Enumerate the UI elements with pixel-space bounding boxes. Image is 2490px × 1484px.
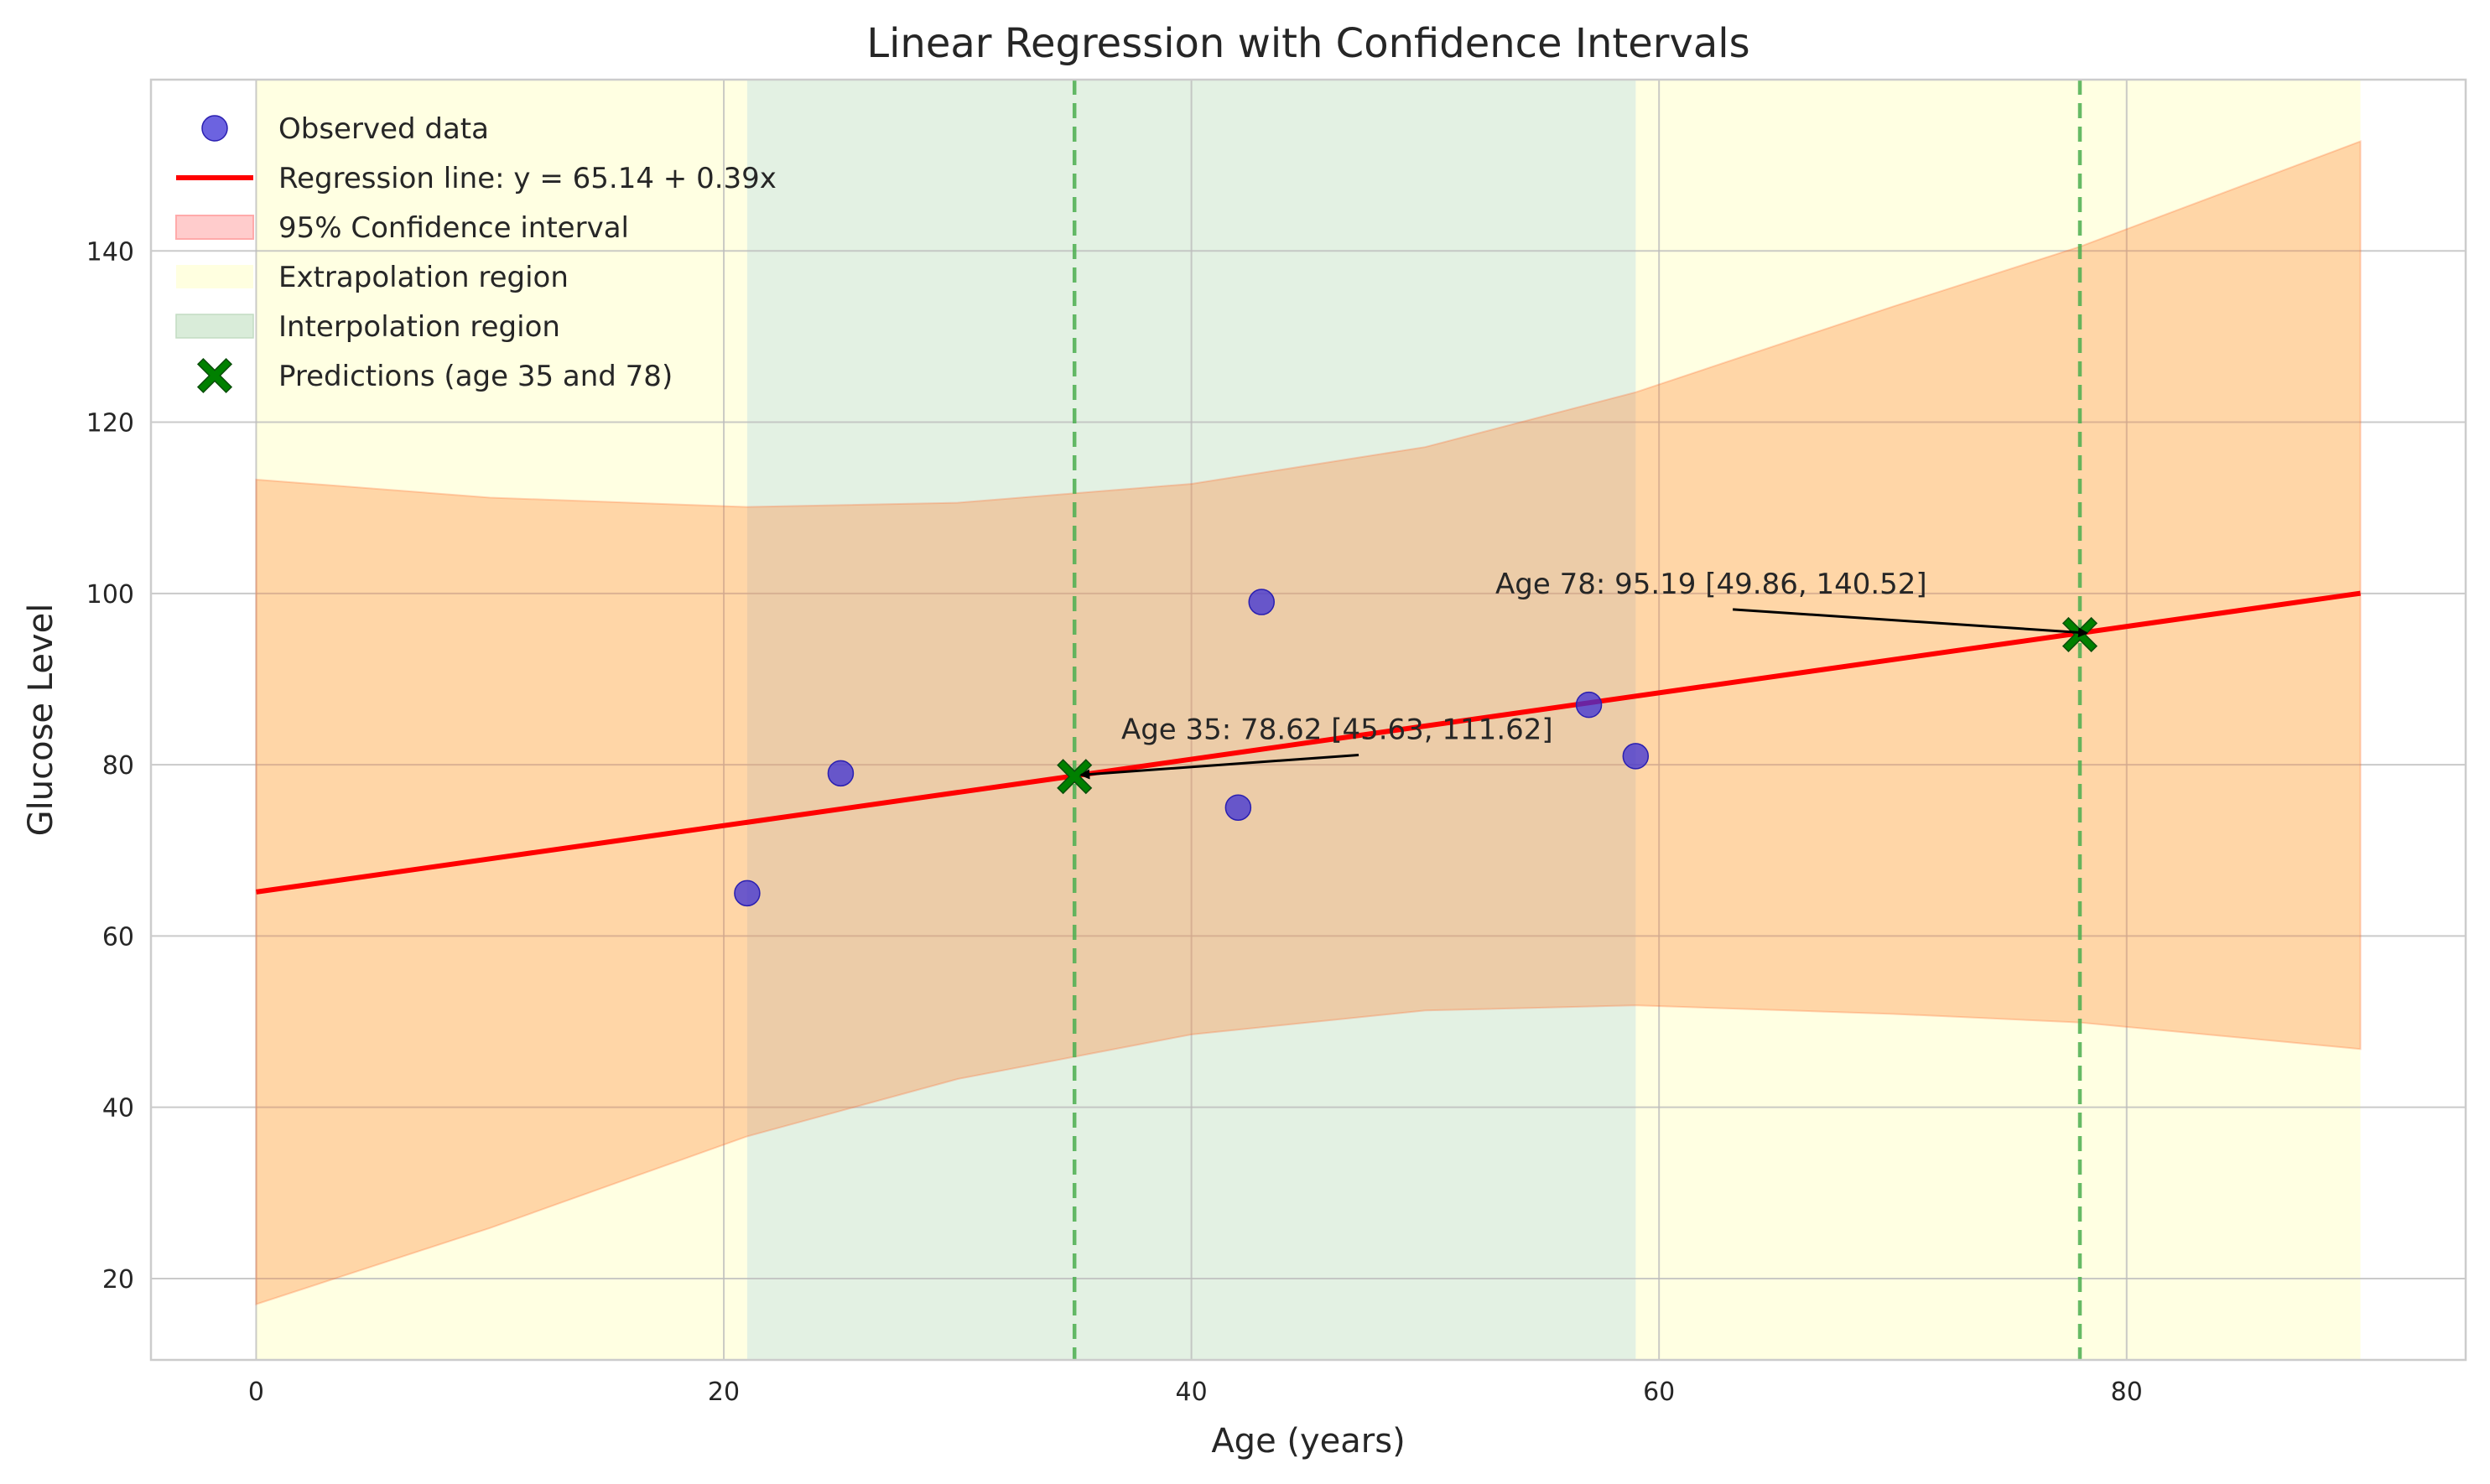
legend-swatch-confidence [175,215,254,240]
legend-label: Interpolation region [278,310,560,344]
legend-item: Regression line: y = 65.14 + 0.39x [176,162,777,195]
observed-point [827,760,855,787]
plot-frame [149,78,2467,1362]
legend-label: Observed data [278,112,489,146]
y-tick-label: 40 [102,1094,134,1123]
legend-label: Regression line: y = 65.14 + 0.39x [278,162,777,195]
legend-item: Interpolation region [175,310,560,344]
legend-swatch-predictions [196,357,233,394]
y-axis-title: Glucose Level [22,604,60,837]
observed-point [734,880,761,907]
plot-area: Age 35: 78.62 [45.63, 111.62] Age 78: 95.… [86,78,2467,1407]
legend-item: Extrapolation region [176,261,569,294]
annotation-arrow [1733,608,2088,638]
observed-point [1224,794,1252,821]
y-tick-label: 80 [102,751,134,781]
y-tick-label: 20 [102,1265,134,1295]
legend-label: Predictions (age 35 and 78) [278,360,673,393]
plot-content [151,80,2466,1360]
observed-point [1248,589,1275,615]
regression-line [256,590,2361,895]
y-tick-label: 140 [86,237,134,267]
x-axis-title: Age (years) [1211,1422,1405,1461]
annotation-arrow [1079,753,1359,780]
confidence-band [255,140,2362,1305]
extrapolation-region-1 [1635,80,2361,1360]
legend-swatch-observed [201,115,228,142]
x-tick-label: 80 [2111,1378,2143,1407]
legend-swatch-interpolation [175,314,254,339]
x-tick-label: 0 [248,1378,264,1407]
legend-label: 95% Confidence interval [278,211,629,245]
prediction-marker [1057,759,1093,795]
chart-title: Linear Regression with Confidence Interv… [866,20,1749,67]
legend-label: Extrapolation region [278,261,569,294]
observed-point [1622,743,1650,770]
y-tick-label: 120 [86,409,134,438]
legend-item: Predictions (age 35 and 78) [196,357,673,394]
extrapolation-region-0 [256,80,747,1360]
x-tick-label: 40 [1176,1378,1208,1407]
x-tick-label: 60 [1643,1378,1675,1407]
x-tick-label: 20 [708,1378,740,1407]
prediction-annotation: Age 35: 78.62 [45.63, 111.62] [1121,713,1553,746]
legend-item: Observed data [201,112,489,146]
legend-item: 95% Confidence interval [175,211,629,245]
y-tick-label: 100 [86,580,134,610]
observed-point [1575,691,1603,719]
prediction-annotation: Age 78: 95.19 [49.86, 140.52] [1495,568,1927,601]
legend-swatch-extrapolation [176,265,253,288]
y-tick-label: 60 [102,922,134,952]
legend: Observed data Regression line: y = 65.14 … [175,112,777,394]
